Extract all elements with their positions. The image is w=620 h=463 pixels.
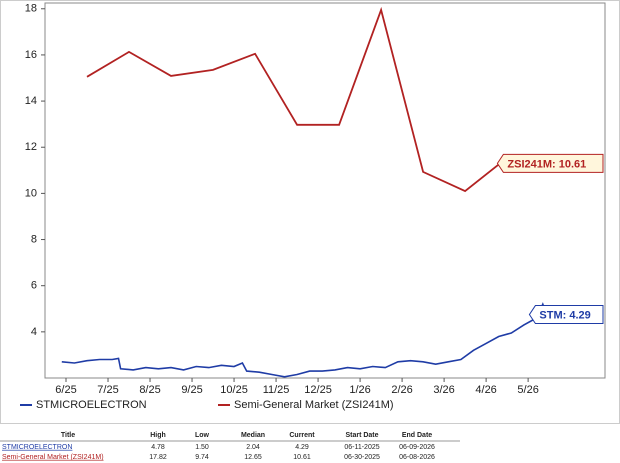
table-cell: 4.78 (151, 444, 165, 451)
table-cell: 9.74 (195, 454, 209, 461)
y-tick-label: 14 (25, 95, 37, 107)
summary-table (0, 428, 620, 463)
x-tick-label: 4/26 (475, 384, 496, 396)
table-cell: 2.04 (246, 444, 260, 451)
annotation: ZSI241M: 10.61 (507, 158, 586, 170)
x-tick-label: 5/26 (517, 384, 538, 396)
table-cell: 17.82 (149, 454, 167, 461)
legend-label: STMICROELECTRON (36, 399, 147, 411)
y-tick-label: 18 (25, 3, 37, 15)
series-line (86, 6, 550, 193)
table-cell: 10.61 (293, 454, 311, 461)
x-tick-label: 11/25 (263, 384, 290, 396)
y-tick-label: 16 (25, 49, 37, 61)
y-tick-label: 12 (25, 141, 37, 153)
x-tick-label: 1/26 (349, 384, 370, 396)
y-tick-label: 4 (31, 326, 37, 338)
table-header: End Date (402, 432, 432, 439)
annotation: STM: 4.29 (539, 309, 590, 321)
series-line (61, 302, 550, 378)
table-header: Start Date (345, 432, 378, 439)
x-tick-label: 6/25 (55, 384, 76, 396)
x-tick-label: 3/26 (433, 384, 454, 396)
y-tick-label: 6 (31, 280, 37, 292)
table-cell: 4.29 (295, 444, 309, 451)
table-cell: 06-30-2025 (344, 454, 380, 461)
y-tick-label: 8 (31, 233, 37, 245)
legend-label: Semi-General Market (ZSI241M) (234, 399, 394, 411)
x-tick-label: 7/25 (97, 384, 118, 396)
annotation-box (496, 153, 604, 173)
table-cell: Semi-General Market (ZSI241M) (2, 454, 104, 461)
table-header: Current (289, 432, 315, 439)
table-cell: 1.50 (195, 444, 209, 451)
x-tick-label: 2/26 (391, 384, 412, 396)
table-header: Low (195, 432, 210, 439)
plot-area (44, 2, 606, 379)
y-tick-label: 10 (25, 187, 37, 199)
table-cell: 06-09-2026 (399, 444, 435, 451)
x-tick-label: 12/25 (304, 384, 332, 396)
table-cell: 06-08-2026 (399, 454, 435, 461)
annotation-box (528, 305, 604, 325)
table-cell: 06-11-2025 (344, 444, 379, 451)
x-tick-label: 10/25 (220, 384, 248, 396)
table-header: High (150, 432, 166, 439)
table-cell: STMICROELECTRON (2, 444, 72, 451)
x-tick-label: 9/25 (181, 384, 202, 396)
table-header: Median (241, 432, 265, 439)
table-header: Title (61, 432, 75, 439)
table-cell: 12.65 (244, 454, 262, 461)
x-tick-label: 8/25 (139, 384, 160, 396)
